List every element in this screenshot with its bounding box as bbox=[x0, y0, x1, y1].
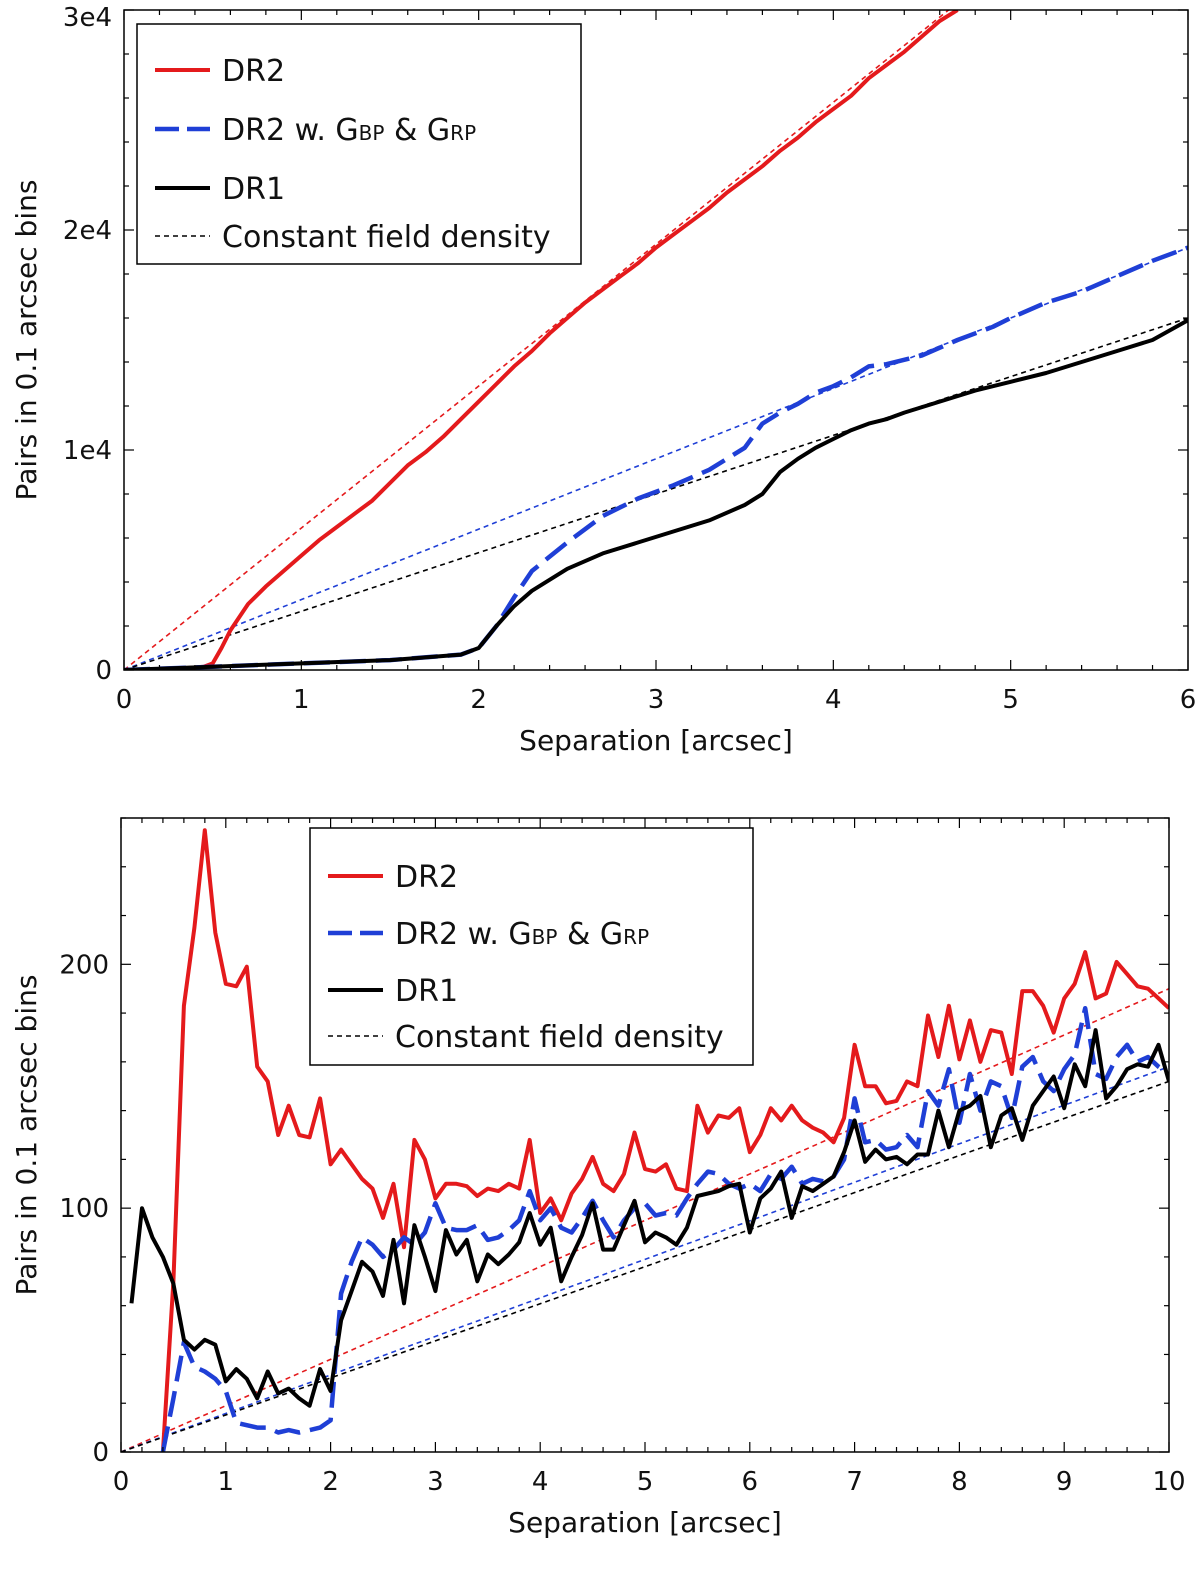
series-line-dr2-w-g-bp-g-rp bbox=[160, 1005, 1169, 1452]
y-tick-label: 200 bbox=[59, 950, 109, 980]
x-tick-label: 2 bbox=[470, 685, 487, 715]
series-line-dr2 bbox=[160, 828, 1169, 1452]
x-tick-label: 0 bbox=[116, 685, 133, 715]
series-line-dr1 bbox=[124, 318, 1188, 670]
legend-label-dr2bp: DR2 w. GBP & GRP bbox=[395, 917, 649, 952]
y-tick-label: 3e4 bbox=[63, 3, 112, 33]
x-axis-label: Separation [arcsec] bbox=[519, 724, 793, 757]
x-tick-label: 5 bbox=[637, 1467, 654, 1497]
x-tick-label: 7 bbox=[846, 1467, 863, 1497]
x-tick-label: 4 bbox=[532, 1467, 549, 1497]
y-axis-label: Pairs in 0.1 arcsec bins bbox=[10, 180, 43, 501]
x-tick-label: 2 bbox=[322, 1467, 339, 1497]
x-tick-label: 5 bbox=[1002, 685, 1019, 715]
x-tick-label: 6 bbox=[1180, 685, 1197, 715]
legend-label-dr1: DR1 bbox=[222, 172, 285, 207]
y-tick-label: 100 bbox=[59, 1194, 109, 1224]
legend-label-dr2bp: DR2 w. GBP & GRP bbox=[222, 113, 476, 148]
y-tick-label: 0 bbox=[92, 1438, 109, 1468]
x-axis-label: Separation [arcsec] bbox=[508, 1506, 782, 1539]
x-tick-label: 6 bbox=[742, 1467, 759, 1497]
legend-label-dr2: DR2 bbox=[395, 860, 458, 895]
series-line-dr2-constant-field-density bbox=[121, 987, 1169, 1452]
series-line-dr2 bbox=[124, 10, 959, 670]
legend-label-const: Constant field density bbox=[222, 220, 551, 255]
y-tick-label: 1e4 bbox=[63, 436, 112, 466]
plot-area bbox=[124, 10, 1188, 670]
x-tick-label: 1 bbox=[218, 1467, 235, 1497]
x-tick-label: 3 bbox=[648, 685, 665, 715]
legend-box bbox=[136, 23, 582, 265]
y-tick-label: 2e4 bbox=[63, 216, 112, 246]
x-tick-label: 10 bbox=[1152, 1467, 1185, 1497]
legend-label-dr2: DR2 bbox=[222, 54, 285, 89]
y-axis-label: Pairs in 0.1 arcsec bins bbox=[10, 975, 43, 1296]
series-line-dr1 bbox=[129, 1028, 1169, 1408]
legend-label-const: Constant field density bbox=[395, 1020, 724, 1055]
legend: DR2 DR2 w. GBP & GRP DR1 Constant field den… bbox=[136, 23, 582, 265]
x-tick-label: 0 bbox=[113, 1467, 130, 1497]
legend-label-dr1: DR1 bbox=[395, 974, 458, 1009]
series-line-dr2-w-g-bp-g-rp-constant-field-density bbox=[124, 246, 1188, 670]
plot-area bbox=[121, 828, 1169, 1452]
y-tick-label: 0 bbox=[95, 656, 112, 686]
x-tick-label: 3 bbox=[427, 1467, 444, 1497]
x-tick-label: 1 bbox=[293, 685, 310, 715]
x-tick-label: 4 bbox=[825, 685, 842, 715]
legend: DR2 DR2 w. GBP & GRP DR1 Constant field den… bbox=[309, 827, 754, 1066]
x-tick-label: 9 bbox=[1056, 1467, 1073, 1497]
chart-panel-1: 0 1 2 3 4 5 6 0 1e4 2e4 3e4 Separation [arcsec] Pair… bbox=[10, 3, 1196, 757]
legend-box bbox=[309, 827, 754, 1066]
x-tick-label: 8 bbox=[951, 1467, 968, 1497]
